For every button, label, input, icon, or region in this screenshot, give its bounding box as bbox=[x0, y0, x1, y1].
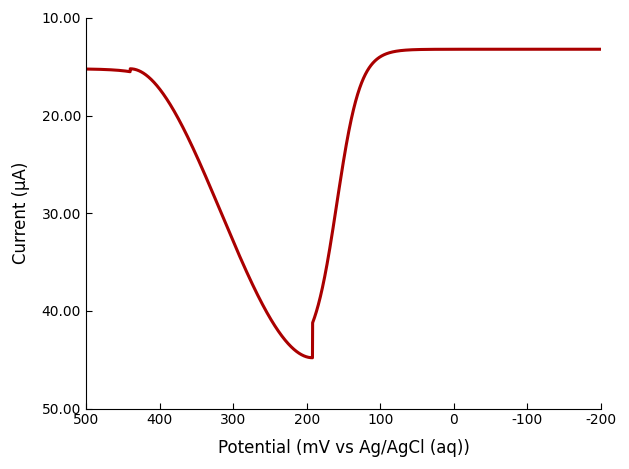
Y-axis label: Current (μA): Current (μA) bbox=[13, 162, 30, 265]
X-axis label: Potential (mV vs Ag/AgCl (aq)): Potential (mV vs Ag/AgCl (aq)) bbox=[218, 439, 469, 456]
